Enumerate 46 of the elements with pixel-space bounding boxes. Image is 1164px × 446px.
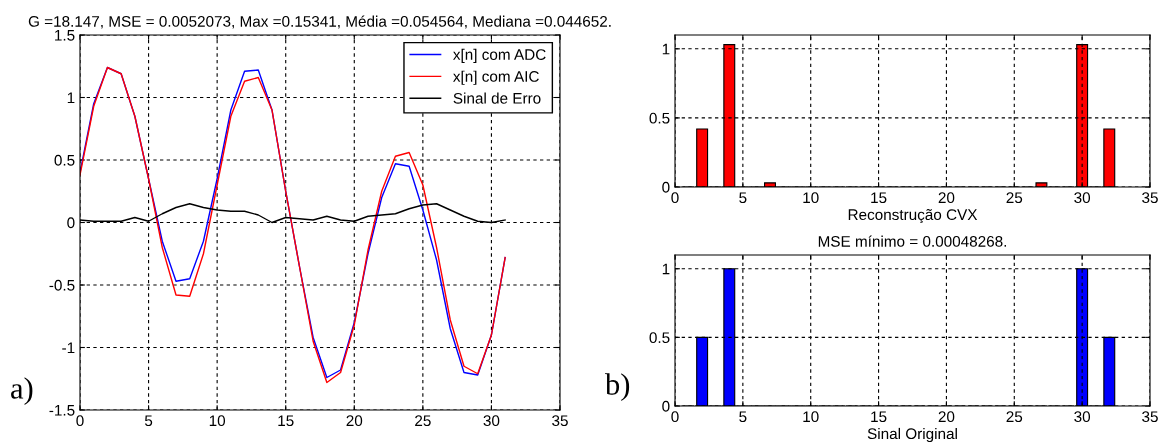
x-tick-label: 30: [1074, 411, 1091, 423]
x-tick-label: 10: [209, 415, 226, 427]
chart-title: G =18.147, MSE = 0.0052073, Max =0.15341, Média =0.054564, Mediana =0.044652.: [28, 15, 611, 29]
x-tick-label: 15: [278, 415, 294, 427]
x-tick-label: 5: [739, 192, 747, 204]
x-tick-label: 15: [871, 411, 887, 423]
x-tick-label: 25: [415, 415, 431, 427]
y-tick-label: 0: [662, 400, 670, 412]
y-tick-label: 0.5: [649, 332, 670, 344]
x-axis-title: Sinal Original: [867, 427, 957, 443]
x-tick-label: 10: [803, 411, 819, 423]
y-tick-label: 1.5: [55, 30, 75, 41]
y-tick-label: -1: [62, 342, 75, 354]
y-tick-label: 0: [67, 217, 75, 229]
y-tick-label: 1: [662, 263, 670, 275]
legend-label: x[n] com AIC: [453, 70, 539, 85]
x-tick-label: 35: [1142, 411, 1158, 423]
legend-label: Sinal de Erro: [453, 92, 541, 104]
x-tick-label: 25: [1006, 411, 1023, 423]
x-tick-label: 30: [1074, 192, 1091, 204]
x-tick-label: 20: [346, 415, 363, 427]
text: b): [605, 373, 630, 401]
y-tick-label: -1.5: [49, 405, 75, 416]
legend-label: x[n] com ADC: [453, 48, 546, 63]
x-tick-label: 35: [552, 415, 568, 427]
x-tick-label: 0: [671, 192, 679, 204]
y-tick-label: -0.5: [49, 279, 75, 291]
y-tick-label: 0.5: [649, 112, 670, 124]
y-tick-label: 1: [67, 92, 75, 104]
x-tick-label: 15: [871, 192, 887, 204]
x-tick-label: 20: [938, 411, 955, 423]
x-tick-label: 30: [483, 415, 500, 427]
x-axis-title: Reconstrução CVX: [848, 208, 978, 224]
y-tick-label: 0.5: [54, 154, 75, 166]
x-tick-label: 0: [671, 411, 679, 423]
y-tick-label: 1: [662, 43, 670, 55]
x-tick-label: 35: [1142, 192, 1158, 204]
chart-title: MSE mínimo = 0.00048268.: [818, 235, 1007, 247]
y-tick-label: 0: [662, 181, 670, 193]
x-tick-label: 0: [76, 415, 84, 427]
x-tick-label: 10: [803, 192, 819, 204]
x-tick-label: 20: [938, 192, 955, 204]
text: a): [11, 377, 33, 405]
x-tick-label: 25: [1006, 192, 1023, 204]
x-tick-label: 5: [739, 411, 747, 423]
x-tick-label: 5: [144, 415, 153, 427]
